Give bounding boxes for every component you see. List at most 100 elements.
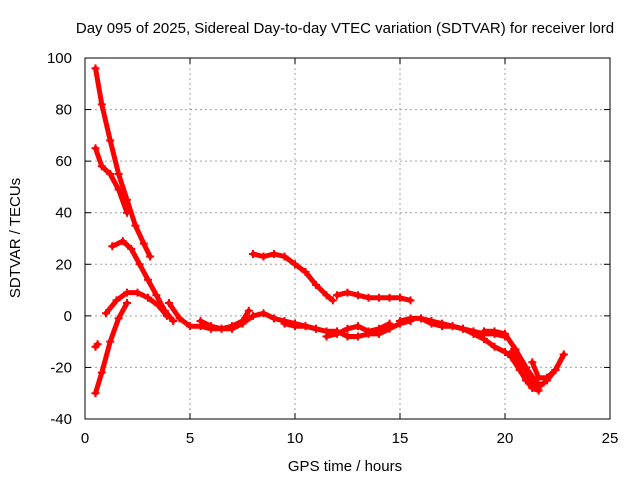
x-tick-label: 15 — [392, 430, 409, 447]
data-point-marker — [118, 237, 127, 246]
data-point-marker — [123, 298, 131, 307]
data-point-marker — [228, 324, 236, 333]
data-point-marker — [354, 332, 362, 341]
data-point-marker — [144, 293, 152, 302]
series-arc-19 — [507, 353, 543, 395]
data-point-marker — [375, 324, 383, 333]
data-point-marker — [139, 239, 148, 248]
data-point-marker — [354, 322, 362, 331]
data-point-marker — [490, 342, 499, 351]
data-point-marker — [114, 170, 123, 179]
data-point-marker — [108, 242, 117, 251]
data-point-marker — [417, 314, 425, 323]
data-point-marker — [154, 301, 163, 310]
data-point-marker — [123, 288, 131, 297]
data-point-marker — [534, 373, 543, 382]
data-point-marker — [280, 252, 289, 261]
series-arc-6 — [91, 340, 102, 351]
data-point-marker — [114, 185, 123, 194]
x-tick-label: 0 — [81, 430, 89, 447]
data-point-marker — [280, 319, 289, 328]
x-tick-label: 10 — [287, 430, 304, 447]
data-point-marker — [480, 327, 488, 336]
data-point-marker — [312, 324, 320, 333]
data-point-marker — [169, 317, 178, 326]
data-point-marker — [438, 322, 446, 331]
data-point-marker — [328, 296, 337, 305]
series-arc-5 — [91, 298, 131, 398]
series-arc-9 — [249, 249, 337, 305]
data-point-marker — [291, 322, 299, 331]
data-series — [91, 64, 568, 398]
data-point-marker — [91, 389, 100, 398]
data-point-marker — [312, 280, 320, 289]
series-arc-15 — [480, 327, 541, 387]
series-arc-1 — [91, 64, 155, 261]
data-point-marker — [490, 327, 499, 336]
data-point-marker — [559, 350, 568, 359]
data-point-marker — [448, 322, 457, 331]
x-tick-label: 25 — [602, 430, 619, 447]
data-point-marker — [291, 260, 299, 269]
data-point-marker — [127, 244, 136, 253]
data-point-marker — [102, 309, 110, 318]
data-point-marker — [259, 252, 268, 261]
data-point-marker — [501, 329, 509, 338]
data-point-marker — [244, 306, 253, 315]
series-arc-4 — [102, 288, 171, 320]
y-tick-label: 40 — [55, 205, 72, 222]
data-point-marker — [196, 317, 205, 326]
axis-ticks: 0 5 10 15 20 25 -40 -20 0 20 40 60 80 100 — [47, 50, 618, 447]
data-point-marker — [144, 275, 152, 284]
data-point-marker — [396, 293, 404, 302]
data-point-marker — [528, 358, 537, 367]
series-arc-18 — [528, 350, 568, 382]
data-point-marker — [322, 291, 331, 300]
data-point-marker — [507, 353, 516, 362]
data-point-marker — [249, 249, 257, 258]
data-point-marker — [396, 317, 404, 326]
data-point-marker — [207, 322, 215, 331]
data-point-marker — [91, 144, 100, 153]
data-point-marker — [175, 314, 184, 323]
y-tick-label: 0 — [64, 308, 72, 325]
y-tick-label: -40 — [50, 411, 72, 428]
data-point-marker — [534, 386, 543, 395]
data-point-marker — [162, 311, 171, 320]
data-point-marker — [322, 332, 331, 341]
data-point-marker — [106, 170, 115, 179]
data-point-marker — [146, 252, 155, 261]
series-arc-2 — [91, 144, 131, 217]
data-point-marker — [133, 288, 142, 297]
data-point-marker — [364, 327, 373, 336]
y-axis-label: SDTVAR / TECUs — [7, 178, 24, 298]
series-arc-12 — [322, 319, 394, 341]
y-tick-label: 80 — [55, 102, 72, 119]
chart-title: Day 095 of 2025, Sidereal Day-to-day VTE… — [76, 20, 614, 37]
data-point-marker — [354, 291, 362, 300]
data-point-marker — [106, 337, 115, 346]
grid-lines — [85, 58, 610, 419]
data-point-marker — [427, 319, 436, 328]
x-tick-label: 5 — [186, 430, 194, 447]
data-point-marker — [536, 381, 545, 390]
data-point-marker — [385, 293, 394, 302]
data-point-marker — [123, 208, 131, 217]
data-point-marker — [112, 296, 121, 305]
data-point-marker — [301, 322, 310, 331]
data-point-marker — [343, 324, 352, 333]
x-tick-label: 20 — [497, 430, 514, 447]
data-point-marker — [511, 345, 520, 354]
data-point-marker — [97, 368, 106, 377]
data-point-marker — [343, 332, 352, 341]
series-arc-10 — [333, 288, 415, 305]
data-point-marker — [480, 335, 488, 344]
data-point-marker — [543, 373, 551, 382]
data-point-marker — [522, 376, 530, 385]
data-point-marker — [406, 296, 415, 305]
y-tick-label: 20 — [55, 256, 72, 273]
plot-frame — [84, 57, 611, 420]
x-axis-label: GPS time / hours — [288, 458, 402, 475]
data-point-marker — [131, 221, 140, 230]
